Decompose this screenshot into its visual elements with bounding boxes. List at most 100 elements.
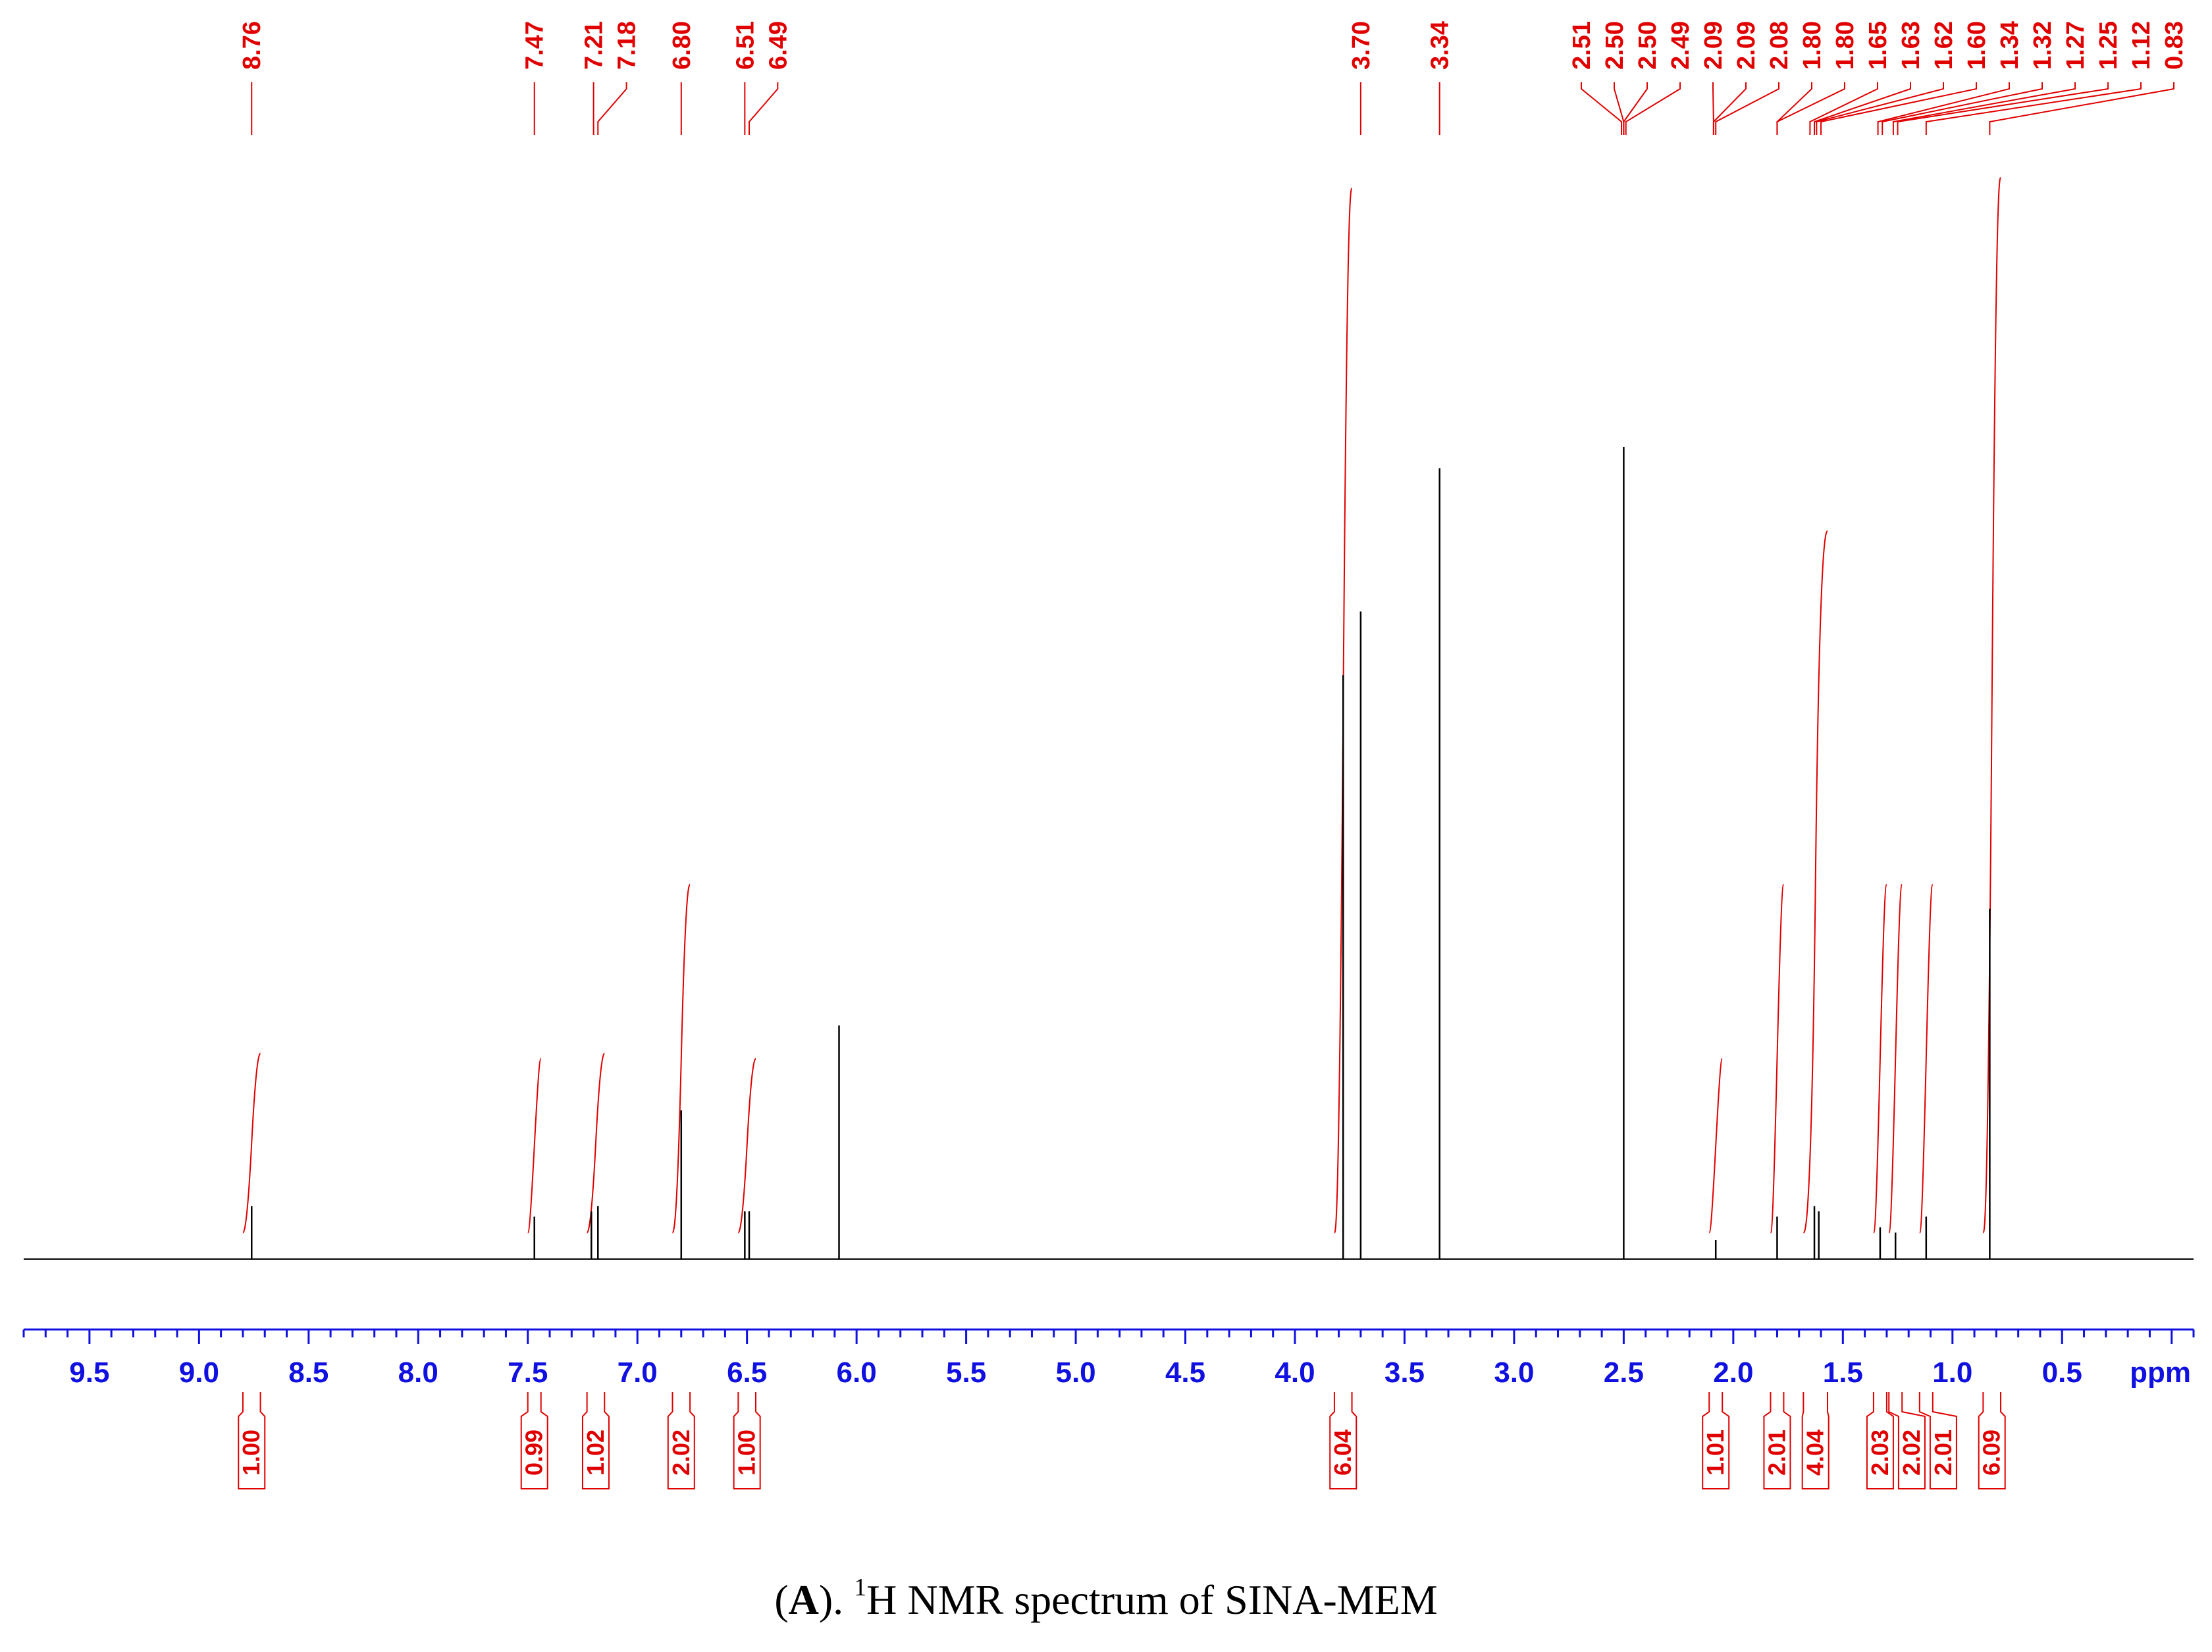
peak-label: 2.49: [1667, 21, 1695, 70]
peak-label-leader: [1892, 82, 2076, 135]
peak-label: 2.09: [1733, 21, 1760, 70]
x-axis-tick-label: 3.5: [1384, 1356, 1425, 1389]
integral-bracket: [1866, 1392, 1894, 1489]
integral-value-label: 2.03: [1866, 1430, 1893, 1476]
x-axis-unit-label: ppm: [2130, 1356, 2191, 1389]
peak-label: 1.80: [1831, 21, 1859, 70]
peak-label-leader: [1897, 82, 2109, 135]
peak-label-leader: [1820, 82, 1977, 135]
integral-curve: [737, 1058, 756, 1233]
integral-bracket: [1978, 1392, 2006, 1489]
peak-label: 2.51: [1568, 21, 1596, 70]
peak-label: 7.47: [521, 21, 549, 70]
caption-text: H NMR spectrum of SINA-MEM: [866, 1576, 1438, 1623]
integral-curve: [1770, 884, 1784, 1233]
peak-label: 1.32: [2029, 21, 2057, 70]
peak-label: 6.80: [668, 21, 696, 70]
x-axis-tick-label: 7.5: [508, 1356, 548, 1389]
x-axis-tick-label: 4.5: [1165, 1356, 1205, 1389]
peak-label: 1.60: [1963, 21, 1991, 70]
integral-value-label: 6.04: [1329, 1430, 1356, 1476]
peak-label-leader: [1776, 82, 1812, 135]
integral-value-label: 2.01: [1930, 1430, 1957, 1476]
peak-label-leader: [597, 82, 627, 135]
peak-label: 7.18: [614, 21, 641, 70]
caption-rest: ).: [818, 1576, 855, 1623]
integral-value-label: 4.04: [1802, 1430, 1829, 1476]
x-axis-tick-label: 1.5: [1823, 1356, 1863, 1389]
integral-value-label: 1.02: [582, 1430, 609, 1476]
peak-label-leader: [1882, 82, 2043, 135]
integral-curve: [1888, 884, 1903, 1233]
integral-bracket: [1918, 1392, 1957, 1489]
nmr-spectrum-chart: 8.76 7.47 7.21 7.18 6.80 6.51 6.49 3.70 3.34 2.51…: [22, 21, 2195, 1489]
peak-label-leader: [1877, 82, 2010, 135]
peak-label: 6.49: [764, 21, 792, 70]
peak-label-layer: 8.76 7.47 7.21 7.18 6.80 6.51 6.49 3.70 3.34 2.51…: [238, 21, 2188, 135]
integral-curve: [527, 1058, 542, 1233]
x-axis-tick-label: 1.0: [1932, 1356, 1972, 1389]
integral-value-label: 1.01: [1702, 1430, 1729, 1476]
integral-curve: [1919, 884, 1934, 1233]
x-axis: 9.5 9.0 8.5 8.0 7.5 7.0 6.5 6.0 5.5 5.0 4.5 4.0 3.5 3…: [22, 1328, 2195, 1389]
integral-curve: [1803, 530, 1828, 1233]
integral-value-label: 0.99: [521, 1430, 548, 1476]
integral-bracket: [1329, 1392, 1357, 1489]
integral-value-label: 2.01: [1763, 1430, 1790, 1476]
integral-value-label: 1.00: [733, 1430, 760, 1476]
integral-label-layer: 1.00 0.99 1.02 2.02 1.00 6.04 1.01 2.01 4.04 2.03…: [238, 1392, 2006, 1489]
integral-curve: [672, 884, 691, 1233]
integral-value-label: 2.02: [1898, 1430, 1925, 1476]
integral-value-label: 1.00: [238, 1430, 265, 1476]
peak-label: 8.76: [238, 21, 266, 70]
peak-label: 1.25: [2095, 21, 2122, 70]
x-axis-tick-label: 9.0: [179, 1356, 219, 1389]
peak-label: 2.50: [1601, 21, 1629, 70]
integral-bracket: [1702, 1392, 1730, 1489]
integral-bracket: [1888, 1392, 1926, 1489]
x-axis-tick-label: 6.0: [837, 1356, 877, 1389]
integral-bracket: [520, 1392, 548, 1489]
x-axis-tick-label: 5.0: [1055, 1356, 1095, 1389]
peak-label-leader: [1989, 82, 2174, 135]
x-axis-tick-label: 8.0: [398, 1356, 438, 1389]
peak-label: 2.08: [1766, 21, 1793, 70]
peak-label-leader: [1809, 82, 1878, 135]
peak-label: 1.12: [2128, 21, 2155, 70]
peak-label: 6.51: [731, 21, 759, 70]
integral-curves: [242, 177, 2001, 1233]
peak-label-leader: [1625, 82, 1681, 135]
integral-curve: [1982, 177, 2001, 1233]
integral-bracket: [581, 1392, 610, 1489]
integral-bracket: [238, 1392, 266, 1489]
peak-label: 3.34: [1427, 21, 1454, 70]
figure-caption: (A). 1H NMR spectrum of SINA-MEM: [0, 1573, 2212, 1624]
peak-label: 2.50: [1634, 21, 1662, 70]
peak-label: 1.80: [1799, 21, 1826, 70]
peak-label-leader: [1581, 82, 1623, 135]
integral-bracket: [1763, 1392, 1791, 1489]
peak-label-leader: [1925, 82, 2142, 135]
x-axis-tick-label: 7.0: [618, 1356, 658, 1389]
integral-value-label: 2.02: [668, 1430, 695, 1476]
x-axis-tick-label: 3.0: [1494, 1356, 1534, 1389]
peak-label: 1.65: [1864, 21, 1892, 70]
peak-label-leader: [1814, 82, 1911, 135]
integral-curve: [1708, 1058, 1724, 1233]
peak-label: 1.62: [1930, 21, 1958, 70]
peak-label-leader: [1715, 82, 1779, 135]
integral-curve: [587, 1052, 605, 1233]
x-axis-tick-label: 2.0: [1713, 1356, 1753, 1389]
integral-curve: [1873, 884, 1887, 1233]
integral-bracket: [1801, 1392, 1830, 1489]
peak-label: 1.34: [1996, 21, 2024, 70]
caption-superscript: 1: [854, 1574, 867, 1601]
peak-label: 2.09: [1700, 21, 1727, 70]
integral-value-label: 6.09: [1978, 1430, 2005, 1476]
caption-letter: A: [788, 1576, 819, 1623]
peak-label: 1.27: [2062, 21, 2090, 70]
peak-label-leader: [1712, 82, 1747, 135]
peak-label-leader: [1623, 82, 1648, 135]
peak-label-leader: [748, 82, 779, 135]
x-axis-tick-label: 8.5: [288, 1356, 329, 1389]
